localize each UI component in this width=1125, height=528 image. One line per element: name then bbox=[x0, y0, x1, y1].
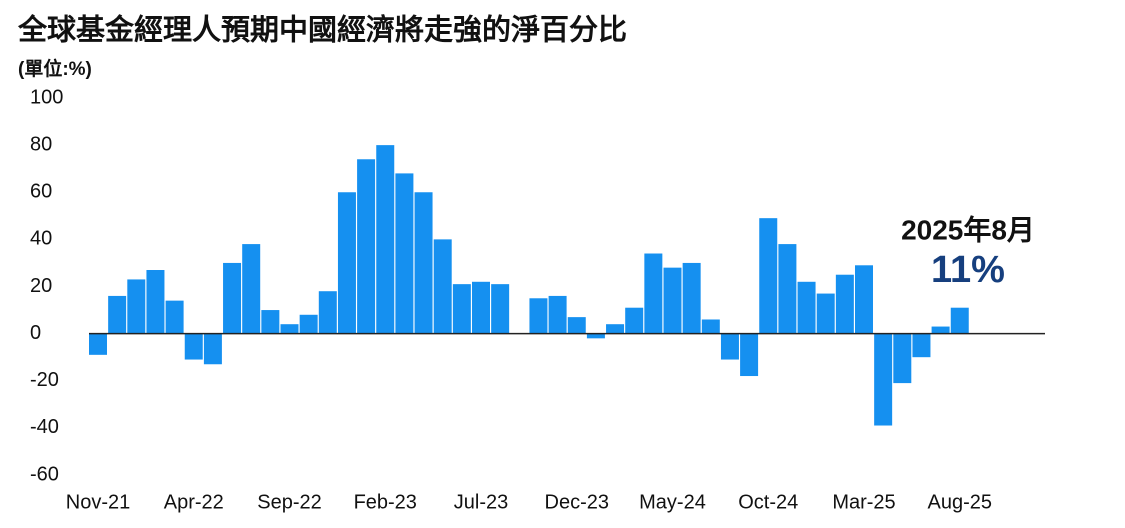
x-tick-label: May-24 bbox=[639, 491, 706, 513]
bar bbox=[548, 295, 567, 334]
bar bbox=[184, 333, 203, 360]
bar bbox=[606, 324, 625, 334]
bar bbox=[586, 333, 605, 339]
bar bbox=[472, 281, 490, 334]
bar bbox=[797, 281, 816, 334]
bar bbox=[203, 333, 222, 365]
bar bbox=[931, 326, 950, 334]
y-tick-label: 60 bbox=[30, 181, 52, 203]
x-tick-label: Apr-22 bbox=[164, 491, 224, 513]
bar bbox=[720, 333, 739, 360]
bar bbox=[414, 192, 433, 334]
bar bbox=[912, 333, 931, 358]
bar bbox=[299, 314, 318, 334]
bar bbox=[127, 279, 146, 334]
bar bbox=[529, 298, 548, 334]
bar bbox=[644, 253, 663, 334]
bar bbox=[950, 307, 969, 334]
x-tick-label: Oct-24 bbox=[738, 491, 798, 513]
x-tick-label: Feb-23 bbox=[354, 491, 417, 513]
y-tick-label: -20 bbox=[30, 369, 59, 391]
bar bbox=[242, 244, 261, 334]
bar bbox=[108, 295, 127, 334]
bar bbox=[357, 159, 376, 334]
bar bbox=[816, 293, 835, 334]
bar bbox=[433, 239, 452, 334]
x-tick-label: Sep-22 bbox=[257, 491, 322, 513]
bar bbox=[855, 265, 873, 334]
bar bbox=[893, 333, 912, 384]
bar bbox=[874, 333, 893, 426]
x-tick-label: Mar-25 bbox=[832, 491, 895, 513]
chart-subtitle: (單位:%) bbox=[18, 57, 92, 80]
bar bbox=[318, 291, 337, 334]
y-tick-label: -60 bbox=[30, 463, 59, 485]
x-tick-label: Nov-21 bbox=[66, 491, 130, 513]
y-tick-label: 100 bbox=[30, 86, 63, 108]
annotation-value: 11% bbox=[931, 249, 1005, 291]
bar bbox=[682, 262, 701, 334]
annotation-date: 2025年8月 bbox=[901, 213, 1035, 245]
x-tick-label: Dec-23 bbox=[545, 491, 609, 513]
bar bbox=[491, 284, 510, 334]
bar bbox=[452, 284, 471, 334]
bar bbox=[567, 317, 586, 334]
x-tick-label: Jul-23 bbox=[454, 491, 508, 513]
bar bbox=[740, 333, 759, 377]
bar bbox=[280, 324, 299, 334]
bar bbox=[395, 173, 414, 334]
bar bbox=[146, 270, 165, 334]
bar bbox=[165, 300, 184, 334]
bar bbox=[778, 244, 797, 334]
bar bbox=[663, 267, 682, 334]
y-tick-label: 80 bbox=[30, 133, 52, 155]
bar bbox=[759, 218, 778, 334]
bar bbox=[625, 307, 644, 334]
bar bbox=[261, 310, 280, 334]
bar bbox=[223, 262, 242, 334]
y-tick-label: 0 bbox=[30, 322, 41, 344]
bar bbox=[337, 192, 356, 334]
bar bbox=[701, 319, 720, 334]
chart-title: 全球基金經理人預期中國經濟將走強的淨百分比 bbox=[17, 13, 627, 47]
y-tick-label: 40 bbox=[30, 228, 52, 250]
y-tick-label: 20 bbox=[30, 275, 52, 297]
y-tick-label: -40 bbox=[30, 416, 59, 438]
bar bbox=[89, 333, 107, 355]
x-tick-label: Aug-25 bbox=[928, 491, 993, 513]
bar bbox=[835, 274, 854, 334]
bar bbox=[376, 145, 395, 334]
